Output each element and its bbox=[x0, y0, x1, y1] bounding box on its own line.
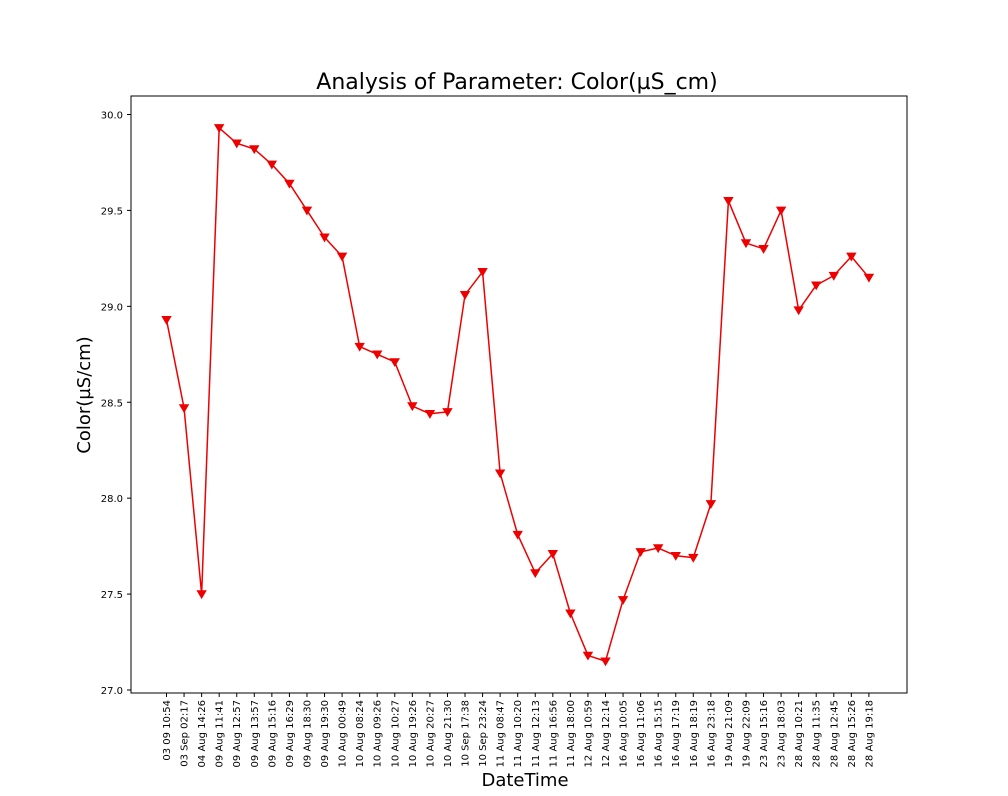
data-point bbox=[547, 550, 559, 559]
data-point bbox=[196, 590, 207, 600]
x-tick-label: 28 Aug 12:45 bbox=[829, 700, 840, 767]
data-point bbox=[600, 657, 611, 667]
data-point bbox=[688, 553, 699, 563]
x-tick-label: 12 Aug 12:14 bbox=[601, 700, 612, 767]
x-tick-label: 23 Aug 18:03 bbox=[777, 700, 788, 767]
y-tick-label: 29.5 bbox=[101, 206, 123, 217]
x-tick-label: 03 Sep 02:17 bbox=[180, 700, 191, 767]
x-tick-label: 09 Aug 18:30 bbox=[302, 700, 313, 767]
x-tick-label: 04 Aug 14:26 bbox=[197, 700, 208, 767]
series-color bbox=[161, 124, 875, 667]
data-point bbox=[389, 358, 400, 368]
data-point bbox=[249, 145, 260, 155]
data-point bbox=[670, 551, 681, 561]
data-point bbox=[336, 252, 348, 262]
x-axis: 03 09 10:54 03 Sep 02:17 04 Aug 14:26 09 Au… bbox=[162, 693, 875, 767]
data-point bbox=[354, 342, 365, 352]
data-point bbox=[477, 268, 488, 277]
data-point bbox=[530, 569, 541, 579]
x-tick-label: 10 Sep 23:24 bbox=[478, 700, 489, 767]
x-tick-label: 10 Aug 19:26 bbox=[408, 700, 419, 767]
data-point bbox=[372, 350, 383, 360]
data-point bbox=[319, 233, 330, 243]
x-tick-label: 09 Aug 13:57 bbox=[250, 700, 261, 767]
data-point bbox=[723, 197, 734, 206]
y-tick-label: 27.5 bbox=[101, 590, 123, 601]
x-tick-label: 28 Aug 11:35 bbox=[812, 700, 823, 767]
data-point bbox=[231, 139, 242, 149]
data-point bbox=[424, 409, 436, 419]
x-tick-label: 28 Aug 15:26 bbox=[847, 700, 858, 767]
x-tick-label: 10 Aug 08:24 bbox=[355, 700, 366, 767]
data-point bbox=[442, 408, 453, 417]
x-tick-label: 28 Aug 10:21 bbox=[794, 700, 805, 767]
data-point bbox=[459, 291, 471, 300]
x-tick-label: 19 Aug 22:09 bbox=[741, 700, 752, 767]
data-point bbox=[407, 402, 418, 412]
data-point bbox=[863, 273, 875, 283]
x-tick-label: 10 Aug 00:49 bbox=[338, 700, 349, 767]
x-tick-label: 16 Aug 11:06 bbox=[636, 700, 647, 767]
x-tick-label: 19 Aug 21:09 bbox=[724, 700, 735, 767]
y-tick-label: 30.0 bbox=[101, 111, 123, 122]
data-point bbox=[213, 124, 225, 133]
data-point bbox=[635, 548, 646, 557]
data-point bbox=[266, 160, 278, 170]
plot-area-frame bbox=[130, 95, 908, 694]
x-tick-label: 09 Aug 15:16 bbox=[267, 700, 278, 767]
chart-title: Analysis of Parameter: Color(µS_cm) bbox=[316, 70, 717, 95]
x-tick-label: 11 Aug 18:00 bbox=[566, 700, 577, 767]
y-tick-label: 29.0 bbox=[101, 302, 123, 313]
x-tick-label: 16 Aug 18:19 bbox=[689, 700, 700, 767]
x-tick-label: 16 Aug 15:15 bbox=[654, 700, 665, 767]
data-point bbox=[178, 404, 190, 414]
data-point bbox=[828, 271, 839, 281]
x-tick-label: 11 Aug 12:13 bbox=[531, 700, 542, 767]
x-tick-label: 09 Aug 12:57 bbox=[232, 700, 243, 767]
data-point bbox=[617, 596, 629, 605]
data-point bbox=[582, 651, 594, 661]
y-tick-label: 27.0 bbox=[101, 686, 123, 697]
data-point bbox=[793, 306, 804, 316]
x-tick-label: 10 Sep 17:38 bbox=[461, 700, 472, 767]
x-tick-label: 11 Aug 08:47 bbox=[496, 700, 507, 767]
x-tick-label: 12 Aug 10:59 bbox=[583, 700, 594, 767]
data-point bbox=[846, 252, 857, 262]
data-point bbox=[705, 500, 717, 509]
x-tick-label: 16 Aug 23:18 bbox=[706, 700, 717, 767]
y-axis: 27.0 27.5 28.0 28.5 29.0 29.5 30.0 bbox=[101, 111, 131, 697]
x-tick-label: 10 Aug 10:27 bbox=[390, 700, 401, 767]
x-tick-label: 09 Aug 16:29 bbox=[285, 700, 296, 767]
x-tick-label: 16 Aug 10:05 bbox=[619, 700, 630, 767]
x-tick-label: 09 Aug 11:41 bbox=[215, 700, 226, 767]
x-axis-label: DateTime bbox=[481, 770, 568, 791]
data-point bbox=[301, 206, 313, 216]
data-point bbox=[565, 609, 576, 619]
x-tick-label: 23 Aug 15:16 bbox=[759, 700, 770, 767]
data-point bbox=[512, 530, 523, 540]
x-tick-label: 16 Aug 17:19 bbox=[671, 700, 682, 767]
x-tick-label: 09 Aug 19:30 bbox=[320, 700, 331, 767]
data-point bbox=[652, 544, 664, 554]
data-point bbox=[775, 206, 787, 216]
data-point bbox=[494, 469, 506, 479]
x-tick-label: 10 Aug 21:30 bbox=[443, 700, 454, 767]
x-tick-label: 28 Aug 19:18 bbox=[864, 700, 875, 767]
x-tick-label: 10 Aug 20:27 bbox=[425, 700, 436, 767]
data-point bbox=[758, 245, 769, 254]
y-tick-label: 28.5 bbox=[101, 398, 123, 409]
y-tick-label: 28.0 bbox=[101, 494, 123, 505]
x-tick-label: 11 Aug 10:20 bbox=[513, 700, 524, 767]
x-tick-label: 10 Aug 09:26 bbox=[373, 700, 384, 767]
data-point bbox=[161, 315, 172, 325]
x-tick-label: 11 Aug 16:56 bbox=[548, 700, 559, 767]
data-point bbox=[284, 179, 295, 189]
data-point bbox=[740, 239, 752, 249]
y-axis-label: Color(µS/cm) bbox=[74, 336, 95, 453]
data-point bbox=[811, 281, 822, 291]
x-tick-label: 03 09 10:54 bbox=[162, 700, 173, 761]
